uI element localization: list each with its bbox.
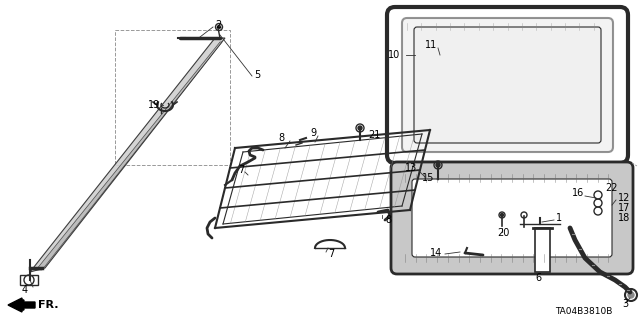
Text: 7: 7 (328, 249, 334, 259)
Circle shape (218, 26, 221, 28)
Text: 17: 17 (618, 203, 630, 213)
Text: 4: 4 (22, 285, 28, 295)
FancyBboxPatch shape (412, 179, 612, 257)
Circle shape (628, 292, 634, 298)
Polygon shape (535, 228, 550, 272)
Text: 21: 21 (368, 130, 380, 140)
Text: 15: 15 (422, 173, 435, 183)
Text: 8: 8 (278, 133, 284, 143)
Text: TA04B3810B: TA04B3810B (555, 308, 612, 316)
Text: 11: 11 (425, 40, 437, 50)
Text: 13: 13 (405, 163, 417, 173)
Polygon shape (30, 38, 225, 272)
Text: 16: 16 (572, 188, 584, 198)
Text: 3: 3 (622, 299, 628, 309)
Text: 9: 9 (310, 128, 316, 138)
Circle shape (500, 213, 504, 217)
Polygon shape (36, 42, 222, 270)
FancyBboxPatch shape (414, 27, 601, 143)
Text: 12: 12 (618, 193, 630, 203)
Text: 19: 19 (148, 100, 160, 110)
Circle shape (436, 163, 440, 167)
Text: 7: 7 (238, 165, 244, 175)
Text: 2: 2 (215, 20, 221, 30)
Text: 8: 8 (385, 215, 391, 225)
Text: 18: 18 (618, 213, 630, 223)
Text: 5: 5 (254, 70, 260, 80)
Text: FR.: FR. (38, 300, 58, 310)
Text: 14: 14 (430, 248, 442, 258)
Polygon shape (8, 298, 35, 312)
Circle shape (358, 126, 362, 130)
FancyBboxPatch shape (391, 162, 633, 274)
Text: 10: 10 (388, 50, 400, 60)
Text: 22: 22 (605, 183, 618, 193)
Text: 1: 1 (556, 213, 562, 223)
Text: 6: 6 (535, 273, 541, 283)
Text: 20: 20 (497, 228, 509, 238)
FancyBboxPatch shape (402, 18, 613, 152)
